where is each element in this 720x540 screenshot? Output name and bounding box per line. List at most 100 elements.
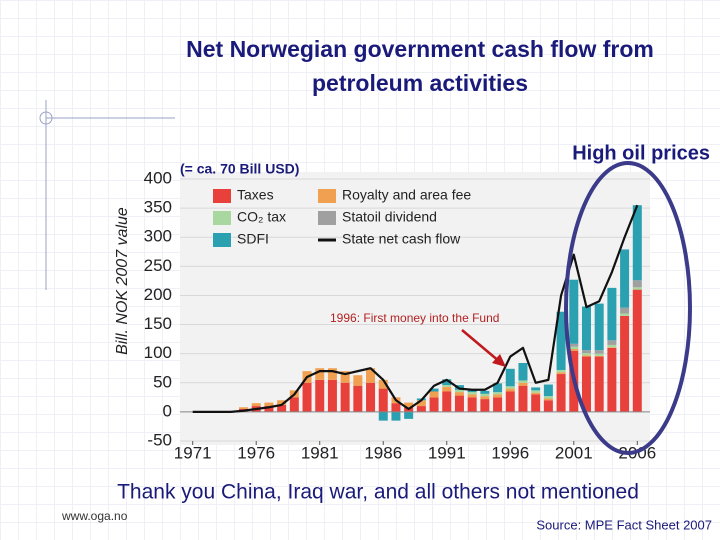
bar-segment [327, 379, 337, 412]
bar-segment [480, 393, 490, 397]
legend-swatch [213, 211, 231, 225]
y-tick-label: 100 [144, 343, 172, 362]
legend-swatch [318, 211, 336, 225]
y-tick-label: 200 [144, 285, 172, 304]
x-tick-label: 1976 [237, 443, 275, 462]
y-tick-label: 0 [163, 401, 172, 420]
y-tick-label: 350 [144, 198, 172, 217]
bar-segment [505, 386, 515, 389]
bar-segment [353, 385, 363, 412]
legend-label: SDFI [237, 231, 269, 247]
bar-segment [620, 313, 630, 316]
bar-segment [518, 362, 528, 381]
y-tick-label: 250 [144, 256, 172, 275]
bar-segment [340, 371, 350, 383]
annotation: (= ca. 70 Bill USD) [180, 161, 299, 177]
bar-segment [581, 353, 591, 356]
bar-segment [442, 379, 452, 386]
bar-segment [632, 280, 642, 288]
legend-label: Statoil dividend [342, 209, 437, 225]
website: www.oga.no [61, 509, 128, 523]
bar-segment [505, 391, 515, 412]
y-tick-label: 400 [144, 168, 172, 187]
y-tick-label: 50 [153, 372, 172, 391]
bar-segment [353, 375, 363, 386]
bar-segment [581, 306, 591, 351]
bar-segment [480, 390, 490, 394]
bar-segment [569, 279, 579, 344]
bar-segment [264, 406, 274, 412]
bar-segment [404, 411, 414, 419]
bar-segment [277, 404, 287, 412]
y-tick-label: -50 [147, 430, 172, 449]
bar-segment [632, 287, 642, 290]
bar-segment [277, 400, 287, 405]
bar-segment [340, 382, 350, 412]
bar-segment [493, 392, 503, 395]
x-tick-label: 1971 [174, 443, 212, 462]
bar-segment [518, 382, 528, 386]
arrow-head [492, 354, 506, 367]
bar-segment [607, 344, 617, 348]
bar-segment [518, 385, 528, 412]
bar-segment [531, 387, 541, 391]
bar-segment [581, 355, 591, 357]
bar-segment [378, 388, 388, 412]
x-tick-label: 1991 [428, 443, 466, 462]
bar-segment [556, 369, 566, 373]
footer: Thank you China, Iraq war, and all other… [117, 481, 639, 504]
bar-segment [251, 403, 261, 407]
annotation: 1996: First money into the Fund [330, 311, 499, 325]
bar-segment [594, 356, 604, 412]
bar-segment [378, 379, 388, 389]
bar-segment [632, 205, 642, 281]
bar-segment [264, 402, 274, 407]
bar-segment [493, 394, 503, 398]
source: Source: MPE Fact Sheet 2007 [536, 517, 712, 532]
arrow [461, 329, 501, 363]
bar-segment [531, 390, 541, 393]
bar-segment [239, 407, 249, 409]
bar-segment [543, 398, 553, 401]
x-tick-label: 1981 [301, 443, 339, 462]
bar-segment [442, 386, 452, 392]
decor-circle [39, 111, 53, 125]
legend-label: Taxes [237, 187, 274, 203]
bar-segment [531, 394, 541, 412]
bar-segment [416, 406, 426, 412]
bar-segment [581, 356, 591, 412]
bar-segment [620, 307, 630, 314]
annotation: High oil prices [572, 142, 710, 164]
bar-segment [620, 315, 630, 412]
bar-segment [594, 303, 604, 351]
bar-segment [493, 397, 503, 412]
legend-label: State net cash flow [342, 231, 461, 247]
bar-segment [543, 396, 553, 399]
bar-segment [315, 368, 325, 380]
bar-segment [378, 411, 388, 421]
bar-segment [391, 403, 401, 412]
bar-segment [594, 350, 604, 354]
title-line: Net Norwegian government cash flow from [186, 36, 654, 62]
title-line: petroleum activities [312, 70, 528, 96]
bar-segment [505, 388, 515, 392]
bar-segment [607, 347, 617, 348]
bar-segment [531, 392, 541, 395]
bar-segment [454, 392, 464, 396]
bar-segment [391, 411, 401, 421]
bar-segment [327, 368, 337, 380]
bar-segment [594, 355, 604, 357]
bar-segment [607, 287, 617, 341]
bar-segment [518, 380, 528, 383]
x-tick-label: 1996 [491, 443, 529, 462]
bar-segment [569, 349, 579, 351]
legend-swatch [213, 233, 231, 247]
bar-segment [620, 249, 630, 308]
x-tick-label: 2001 [555, 443, 593, 462]
bar-segment [404, 402, 414, 408]
bar-segment [556, 372, 566, 375]
bar-segment [505, 368, 515, 387]
bar-segment [543, 400, 553, 412]
